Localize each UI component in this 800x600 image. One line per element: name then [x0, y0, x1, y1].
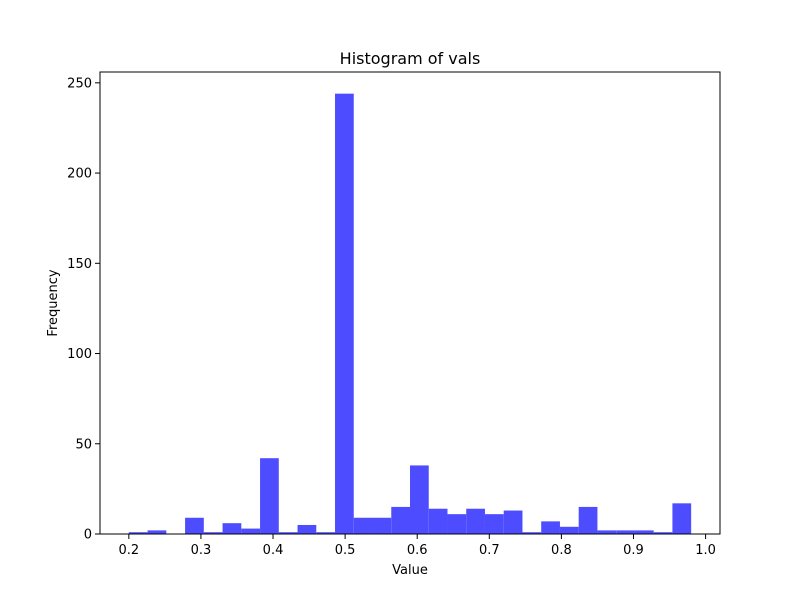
histogram-bar	[297, 524, 317, 534]
x-tick-label: 0.3	[191, 543, 212, 558]
histogram-bar	[616, 530, 635, 534]
y-tick-label: 0	[84, 528, 92, 543]
x-tick-label: 0.6	[407, 543, 428, 558]
histogram-bar	[147, 530, 167, 534]
x-tick-label: 0.9	[623, 543, 644, 558]
histogram-bar	[634, 530, 654, 534]
bars-layer	[128, 93, 692, 534]
histogram-bar	[278, 532, 298, 534]
histogram-bar	[559, 526, 579, 534]
histogram-bar	[672, 503, 692, 534]
y-axis: 0 50 100 150 200 250	[67, 76, 100, 543]
histogram-bar	[222, 523, 242, 534]
y-tick-label: 50	[75, 437, 92, 452]
y-tick-label: 150	[67, 257, 92, 272]
histogram-bar	[316, 532, 336, 534]
x-tick-label: 1.0	[695, 543, 716, 558]
histogram-bar	[203, 532, 223, 534]
x-tick-label: 0.2	[118, 543, 139, 558]
y-tick-label: 100	[67, 347, 92, 362]
histogram-bar	[372, 517, 392, 534]
x-axis-title: Value	[392, 563, 428, 578]
histogram-bar	[391, 506, 410, 534]
histogram-bar	[353, 517, 373, 534]
histogram-bar	[522, 532, 542, 534]
y-tick-label: 200	[67, 167, 92, 182]
x-axis: 0.2 0.3 0.4 0.5 0.6 0.7 0.8 0.9 1.0	[118, 534, 716, 558]
histogram-bar	[410, 465, 429, 534]
histogram-bar	[578, 506, 598, 534]
histogram-bar	[260, 458, 279, 534]
histogram-bar	[466, 508, 485, 534]
histogram-bar	[185, 517, 204, 534]
x-tick-label: 0.4	[263, 543, 284, 558]
x-tick-label: 0.7	[479, 543, 500, 558]
chart-title: Histogram of vals	[340, 49, 481, 68]
histogram-bar	[428, 508, 448, 534]
x-tick-label: 0.8	[551, 543, 572, 558]
histogram-bar	[541, 521, 560, 534]
y-axis-title: Frequency	[46, 269, 61, 336]
histogram-bar	[597, 530, 617, 534]
histogram-bar	[447, 514, 467, 534]
x-tick-label: 0.5	[335, 543, 356, 558]
histogram-bar	[653, 532, 673, 534]
histogram-bar	[241, 528, 261, 534]
y-tick-label: 250	[67, 76, 92, 91]
histogram-bar	[503, 510, 523, 534]
histogram-bar	[128, 532, 148, 534]
histogram-bar	[335, 93, 354, 534]
histogram-bar	[484, 514, 504, 534]
plot-frame	[99, 71, 721, 535]
